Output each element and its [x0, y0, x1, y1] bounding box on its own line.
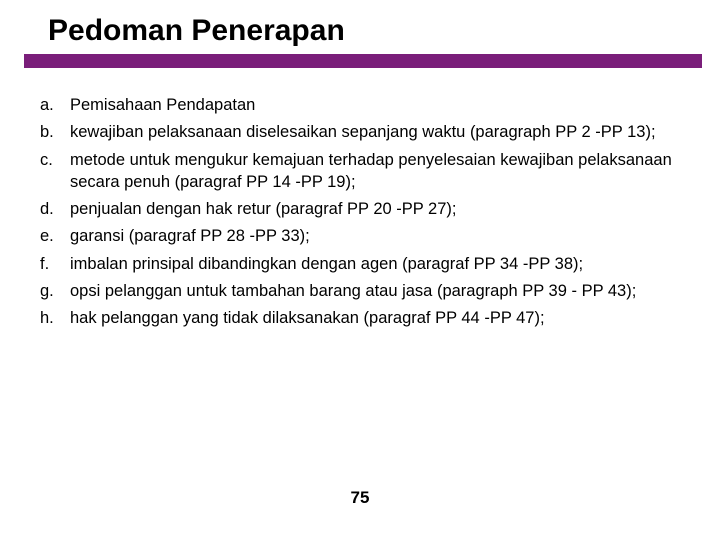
item-text: hak pelanggan yang tidak dilaksanakan (p… — [70, 307, 672, 329]
item-text: garansi (paragraf PP 28 -PP 33); — [70, 225, 672, 247]
list-item: b. kewajiban pelaksanaan diselesaikan se… — [40, 121, 672, 143]
item-text: Pemisahaan Pendapatan — [70, 94, 672, 116]
item-marker: h. — [40, 307, 70, 329]
list-item: h. hak pelanggan yang tidak dilaksanakan… — [40, 307, 672, 329]
item-text: metode untuk mengukur kemajuan terhadap … — [70, 149, 672, 194]
slide: Pedoman Penerapan a. Pemisahaan Pendapat… — [0, 0, 720, 540]
item-text: imbalan prinsipal dibandingkan dengan ag… — [70, 253, 672, 275]
item-marker: f. — [40, 253, 70, 275]
accent-bar — [24, 54, 702, 68]
title-wrap: Pedoman Penerapan — [0, 14, 720, 54]
item-text: kewajiban pelaksanaan diselesaikan sepan… — [70, 121, 672, 143]
list-item: e. garansi (paragraf PP 28 -PP 33); — [40, 225, 672, 247]
list: a. Pemisahaan Pendapatan b. kewajiban pe… — [0, 68, 720, 329]
item-text: penjualan dengan hak retur (paragraf PP … — [70, 198, 672, 220]
list-item: a. Pemisahaan Pendapatan — [40, 94, 672, 116]
item-marker: c. — [40, 149, 70, 171]
item-marker: e. — [40, 225, 70, 247]
page-number: 75 — [0, 488, 720, 508]
list-item: f. imbalan prinsipal dibandingkan dengan… — [40, 253, 672, 275]
slide-title: Pedoman Penerapan — [48, 14, 720, 48]
list-item: c. metode untuk mengukur kemajuan terhad… — [40, 149, 672, 194]
item-marker: g. — [40, 280, 70, 302]
item-marker: a. — [40, 94, 70, 116]
item-text: opsi pelanggan untuk tambahan barang ata… — [70, 280, 672, 302]
list-item: d. penjualan dengan hak retur (paragraf … — [40, 198, 672, 220]
item-marker: d. — [40, 198, 70, 220]
item-marker: b. — [40, 121, 70, 143]
list-item: g. opsi pelanggan untuk tambahan barang … — [40, 280, 672, 302]
